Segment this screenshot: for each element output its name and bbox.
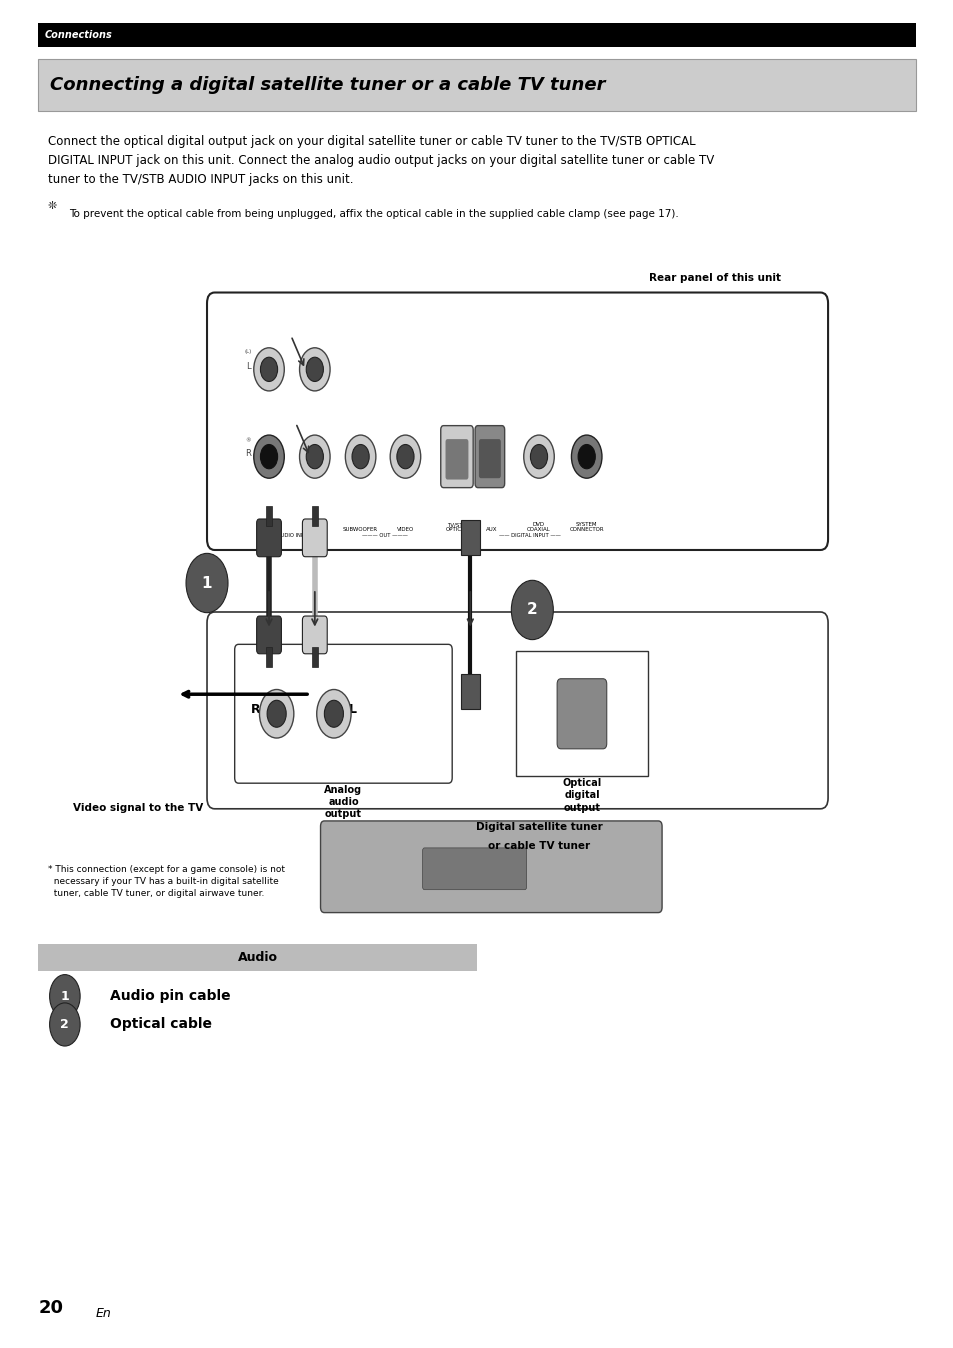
Circle shape — [571, 435, 601, 479]
FancyBboxPatch shape — [557, 679, 606, 749]
FancyBboxPatch shape — [440, 426, 473, 488]
Circle shape — [352, 445, 369, 469]
Circle shape — [316, 690, 351, 739]
Circle shape — [306, 445, 323, 469]
FancyBboxPatch shape — [320, 821, 661, 913]
Text: —— DIGITAL INPUT ——: —— DIGITAL INPUT —— — [498, 532, 559, 538]
Circle shape — [345, 435, 375, 479]
Text: or cable TV tuner: or cable TV tuner — [487, 841, 590, 851]
Text: L: L — [349, 704, 356, 716]
FancyBboxPatch shape — [38, 944, 476, 971]
Text: DVD
COAXIAL: DVD COAXIAL — [527, 522, 550, 532]
FancyBboxPatch shape — [460, 520, 479, 555]
FancyBboxPatch shape — [207, 612, 827, 809]
Text: SYSTEM
CONNECTOR: SYSTEM CONNECTOR — [569, 522, 603, 532]
Text: VIDEO: VIDEO — [396, 527, 414, 532]
FancyBboxPatch shape — [38, 23, 915, 47]
Text: VCR: VCR — [263, 527, 274, 532]
Text: — AUDIO INPUT —: — AUDIO INPUT — — [270, 532, 317, 538]
FancyBboxPatch shape — [460, 674, 479, 709]
FancyBboxPatch shape — [445, 439, 468, 480]
Text: Optical
digital
output: Optical digital output — [561, 778, 601, 813]
Circle shape — [50, 975, 80, 1018]
Text: Connections: Connections — [45, 30, 112, 40]
Circle shape — [299, 348, 330, 391]
Circle shape — [530, 445, 547, 469]
Text: Digital satellite tuner: Digital satellite tuner — [476, 822, 601, 832]
Text: 2: 2 — [60, 1018, 70, 1031]
Text: R: R — [245, 449, 251, 458]
FancyBboxPatch shape — [422, 848, 526, 890]
FancyBboxPatch shape — [256, 616, 281, 654]
Circle shape — [306, 357, 323, 381]
Circle shape — [396, 445, 414, 469]
Text: To prevent the optical cable from being unplugged, affix the optical cable in th: To prevent the optical cable from being … — [69, 209, 678, 218]
FancyBboxPatch shape — [207, 293, 827, 550]
Bar — [312, 647, 317, 667]
Text: R: R — [251, 704, 260, 716]
Text: Audio: Audio — [237, 950, 277, 964]
Text: En: En — [95, 1306, 112, 1320]
Circle shape — [253, 348, 284, 391]
Circle shape — [390, 435, 420, 479]
Circle shape — [253, 435, 284, 479]
Circle shape — [523, 435, 554, 479]
FancyBboxPatch shape — [234, 644, 452, 783]
FancyBboxPatch shape — [38, 59, 915, 111]
FancyBboxPatch shape — [516, 651, 647, 776]
Text: * This connection (except for a game console) is not
  necessary if your TV has : * This connection (except for a game con… — [48, 865, 284, 898]
Circle shape — [186, 553, 228, 612]
Text: ®: ® — [245, 438, 251, 443]
Text: Rear panel of this unit: Rear panel of this unit — [648, 274, 780, 283]
Text: ——— OUT ———: ——— OUT ——— — [361, 532, 407, 538]
Circle shape — [267, 701, 286, 728]
Bar — [266, 506, 272, 526]
FancyBboxPatch shape — [475, 426, 504, 488]
Circle shape — [260, 357, 277, 381]
FancyBboxPatch shape — [478, 439, 500, 479]
Circle shape — [299, 435, 330, 479]
Circle shape — [50, 1003, 80, 1046]
Circle shape — [511, 580, 553, 639]
Text: Optical cable: Optical cable — [110, 1018, 212, 1031]
Text: TV/STB
OPTICAL: TV/STB OPTICAL — [445, 522, 468, 532]
FancyBboxPatch shape — [256, 519, 281, 557]
Text: (L): (L) — [244, 349, 252, 355]
Text: Analog
audio
output: Analog audio output — [324, 785, 362, 820]
Text: AUX: AUX — [485, 527, 497, 532]
FancyBboxPatch shape — [302, 519, 327, 557]
Bar — [312, 506, 317, 526]
Circle shape — [324, 701, 343, 728]
Text: ❊: ❊ — [48, 201, 57, 210]
Circle shape — [260, 445, 277, 469]
Text: 20: 20 — [38, 1299, 63, 1317]
Text: 1: 1 — [201, 576, 213, 590]
FancyBboxPatch shape — [302, 616, 327, 654]
Text: SUBWOOFER: SUBWOOFER — [343, 527, 377, 532]
Text: TV/STB: TV/STB — [305, 527, 324, 532]
Text: Connect the optical digital output jack on your digital satellite tuner or cable: Connect the optical digital output jack … — [48, 135, 713, 186]
Text: Connecting a digital satellite tuner or a cable TV tuner: Connecting a digital satellite tuner or … — [50, 75, 604, 94]
Text: 1: 1 — [60, 989, 70, 1003]
Text: L: L — [246, 363, 250, 371]
Text: 2: 2 — [526, 603, 537, 617]
Circle shape — [578, 445, 595, 469]
Text: Audio pin cable: Audio pin cable — [110, 989, 230, 1003]
Text: Video signal to the TV: Video signal to the TV — [73, 803, 203, 813]
Circle shape — [259, 690, 294, 739]
Bar — [266, 647, 272, 667]
